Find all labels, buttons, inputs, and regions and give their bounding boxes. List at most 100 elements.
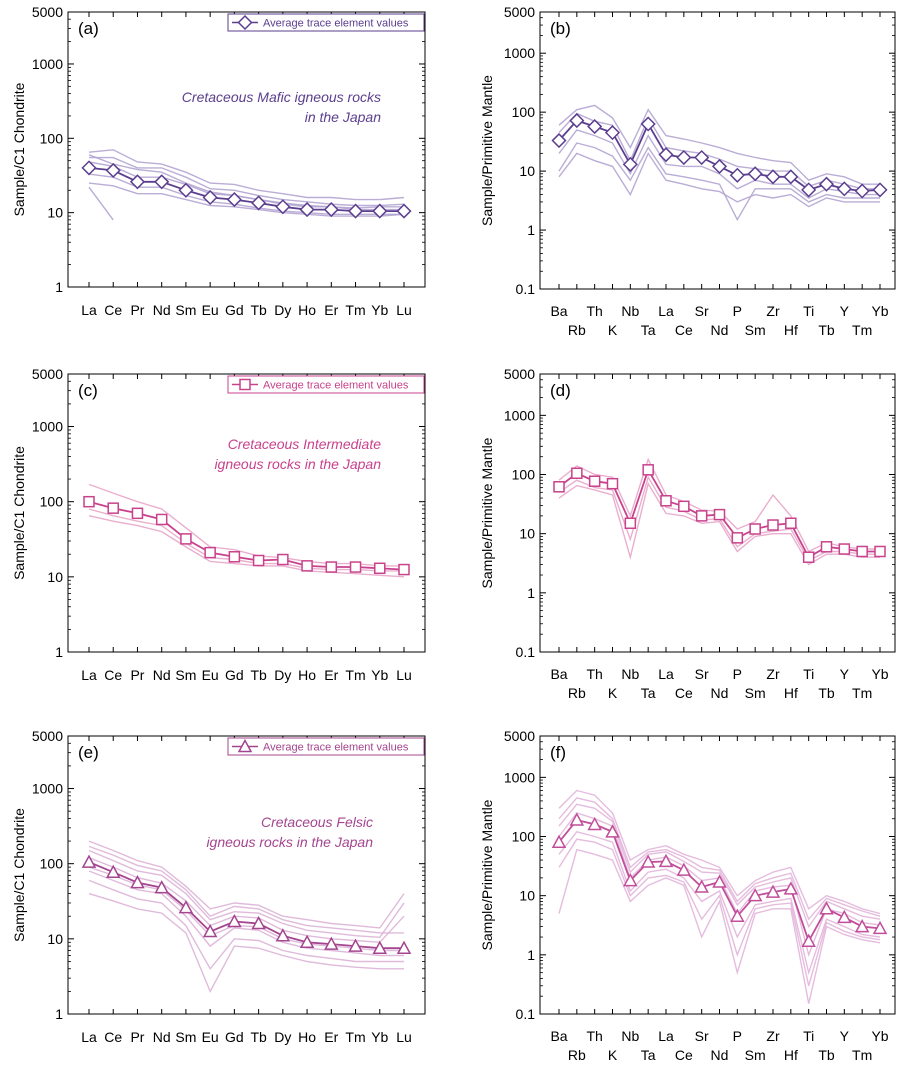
y-axis-title: Sample/C1 Chondrite (11, 82, 27, 216)
average-point-ce (105, 162, 121, 178)
average-point-sr (694, 149, 710, 166)
average-point-yb (874, 545, 886, 558)
x-tick-label: Tm (852, 685, 872, 701)
x-tick-label: Y (840, 1028, 850, 1044)
average-point-pr (131, 507, 144, 520)
plot-frame (539, 735, 896, 1015)
x-tick-label: La (658, 303, 674, 319)
sample-series-line (558, 789, 881, 915)
average-point-pr (130, 875, 145, 889)
x-tick-label: Lu (396, 667, 412, 683)
average-point-eu (204, 546, 216, 559)
average-point-th (587, 816, 602, 831)
y-axis-title: Sample/C1 Chondrite (11, 808, 27, 942)
average-point-yb (872, 182, 888, 198)
sample-series-line (88, 870, 404, 957)
legend-marker (237, 14, 253, 31)
average-point-eu (202, 923, 218, 938)
x-tick-label: Sm (745, 1047, 766, 1063)
average-point-yb (374, 562, 386, 575)
y-tick-label: 1000 (504, 407, 535, 423)
x-tick-label: Ti (803, 666, 814, 682)
x-tick-label: Gd (225, 302, 244, 318)
x-tick-label: Tb (818, 1047, 835, 1063)
y-tick-label: 100 (512, 104, 536, 120)
average-point-ti (801, 933, 816, 947)
x-tick-label: La (81, 302, 97, 318)
sample-series-line (558, 831, 881, 976)
average-point-gd (227, 913, 242, 928)
y-tick-label: 100 (512, 829, 536, 845)
average-point-yb (372, 203, 388, 219)
sample-series-line (88, 857, 405, 944)
sample-series-line (88, 515, 405, 578)
average-point-ta (640, 116, 656, 132)
y-tick-label: 1000 (32, 781, 63, 797)
x-tick-label: Sr (695, 666, 709, 682)
series-group (81, 149, 412, 221)
x-tick-label: Rb (568, 1047, 586, 1063)
legend-box (227, 737, 425, 756)
x-tick-label: Er (324, 1029, 338, 1045)
average-point-dy (275, 199, 291, 215)
x-tick-label: Sm (175, 302, 196, 318)
x-tick-label: Tm (852, 322, 872, 338)
x-tick-label: P (733, 1028, 742, 1044)
y-tick-label: 100 (512, 467, 536, 483)
average-point-lu (396, 203, 412, 219)
x-tick-label: Lu (396, 302, 412, 318)
average-point-ce (678, 500, 690, 513)
y-tick-label: 10 (519, 526, 535, 542)
average-point-nb (622, 156, 638, 172)
average-point-pr (129, 174, 146, 190)
x-tick-label: Rb (568, 685, 586, 701)
x-tick-label: Eu (202, 1029, 219, 1045)
x-tick-label: Ba (550, 1028, 567, 1044)
y-tick-label: 0.1 (516, 1006, 536, 1022)
panel-label: (c) (78, 381, 98, 400)
average-point-k (604, 125, 621, 141)
x-tick-label: Ce (675, 685, 693, 701)
x-tick-label: K (608, 685, 618, 701)
x-tick-label: Ce (104, 1029, 122, 1045)
x-tick-label: Ce (675, 322, 693, 338)
average-point-tm (854, 919, 870, 933)
y-tick-label: 10 (519, 888, 535, 904)
x-tick-label: Tb (250, 667, 267, 683)
y-tick-label: 10 (47, 569, 63, 585)
x-tick-label: Nd (711, 322, 729, 338)
y-tick-label: 1000 (32, 419, 63, 435)
y-tick-label: 1 (527, 585, 535, 601)
x-tick-label: Eu (202, 302, 219, 318)
average-point-nd (154, 880, 169, 894)
x-tick-label: Ce (675, 1047, 693, 1063)
legend-box (227, 375, 425, 394)
y-tick-label: 100 (40, 856, 64, 872)
x-tick-label: Nd (711, 685, 729, 701)
average-point-zr (765, 169, 781, 185)
average-point-tb (252, 554, 265, 567)
sample-series-line (88, 845, 404, 934)
x-tick-label: Lu (396, 1029, 412, 1045)
average-point-eu (202, 189, 218, 206)
y-tick-label: 1 (55, 644, 63, 660)
series-group (81, 840, 412, 994)
average-point-p (730, 908, 745, 922)
panel-e: 1 10 100 1000 5000 La Ce Pr Nd Sm Eu Gd Tb Dy Ho Er Tm Yb… (11, 728, 426, 1045)
average-point-sm (178, 182, 194, 198)
x-tick-label: Th (586, 1028, 602, 1044)
average-point-sm (178, 900, 194, 914)
x-tick-label: Nd (711, 1047, 729, 1063)
average-point-dy (277, 553, 289, 566)
x-tick-label: Tb (250, 302, 267, 318)
sample-series-line (558, 797, 881, 921)
x-tick-label: P (733, 666, 742, 682)
annotation-line: Cretaceous Mafic igneous rocks (182, 89, 381, 105)
sample-series-line (88, 840, 405, 929)
average-point-ce (105, 864, 121, 878)
x-tick-label: La (658, 666, 674, 682)
sample-series-line (558, 803, 881, 929)
y-tick-label: 100 (40, 494, 64, 510)
x-tick-label: Ho (298, 1029, 316, 1045)
y-axis-title: Sample/Primitive Mantle (479, 437, 495, 588)
